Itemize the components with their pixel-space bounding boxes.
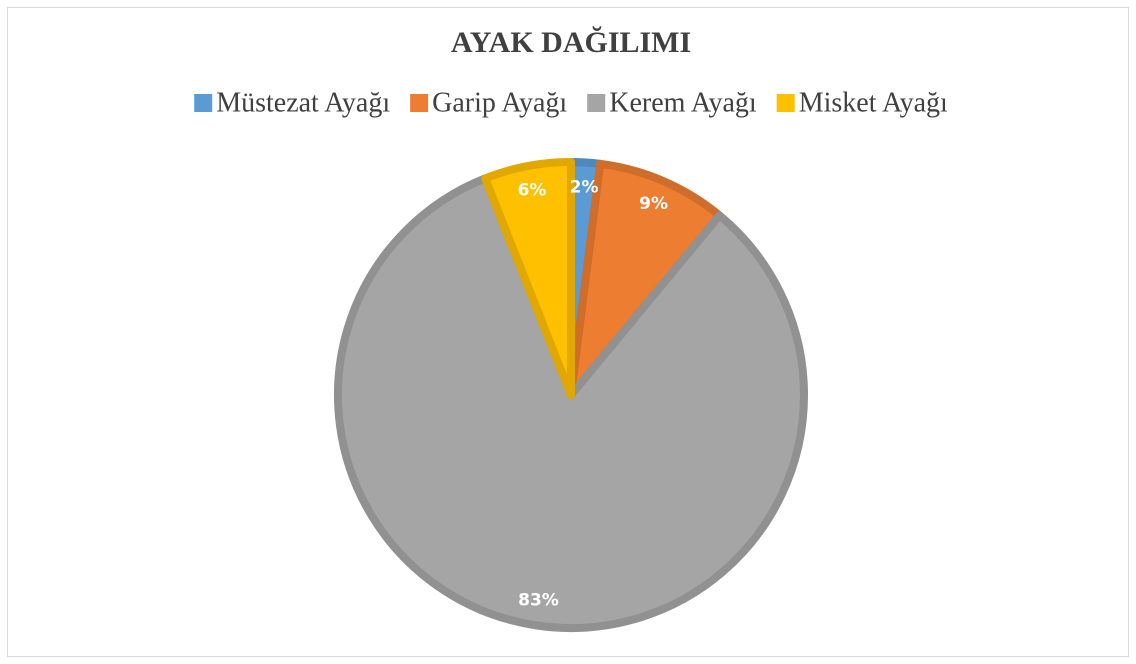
legend-swatch bbox=[776, 94, 795, 112]
legend-item: Misket Ayağı bbox=[776, 87, 948, 118]
legend-item: Kerem Ayağı bbox=[587, 87, 757, 118]
data-label: 9% bbox=[639, 194, 668, 214]
pie-slice bbox=[481, 158, 575, 399]
legend-swatch bbox=[587, 94, 606, 112]
legend-item: Müstezat Ayağı bbox=[194, 87, 390, 118]
legend-label: Müstezat Ayağı bbox=[216, 87, 390, 118]
pie bbox=[334, 158, 808, 632]
legend-swatch bbox=[410, 94, 429, 112]
data-label: 6% bbox=[518, 181, 547, 201]
legend: Müstezat Ayağı Garip Ayağı Kerem Ayağı Misk… bbox=[194, 87, 948, 118]
legend-label: Garip Ayağı bbox=[432, 87, 567, 118]
legend-item: Garip Ayağı bbox=[410, 87, 567, 118]
data-labels: 2% 9% 83% 6% bbox=[518, 177, 668, 610]
pie-slice bbox=[567, 159, 724, 399]
legend-label: Kerem Ayağı bbox=[609, 87, 757, 118]
slice-edge bbox=[334, 174, 808, 632]
pie-slice bbox=[334, 174, 808, 632]
data-label: 83% bbox=[518, 590, 559, 610]
chart-title: AYAK DAĞILIMI bbox=[451, 26, 691, 59]
data-label: 2% bbox=[570, 177, 599, 197]
slice-edge bbox=[567, 159, 724, 399]
legend-swatch bbox=[194, 94, 213, 112]
legend-label: Misket Ayağı bbox=[799, 87, 948, 118]
slice-edge bbox=[481, 158, 575, 399]
